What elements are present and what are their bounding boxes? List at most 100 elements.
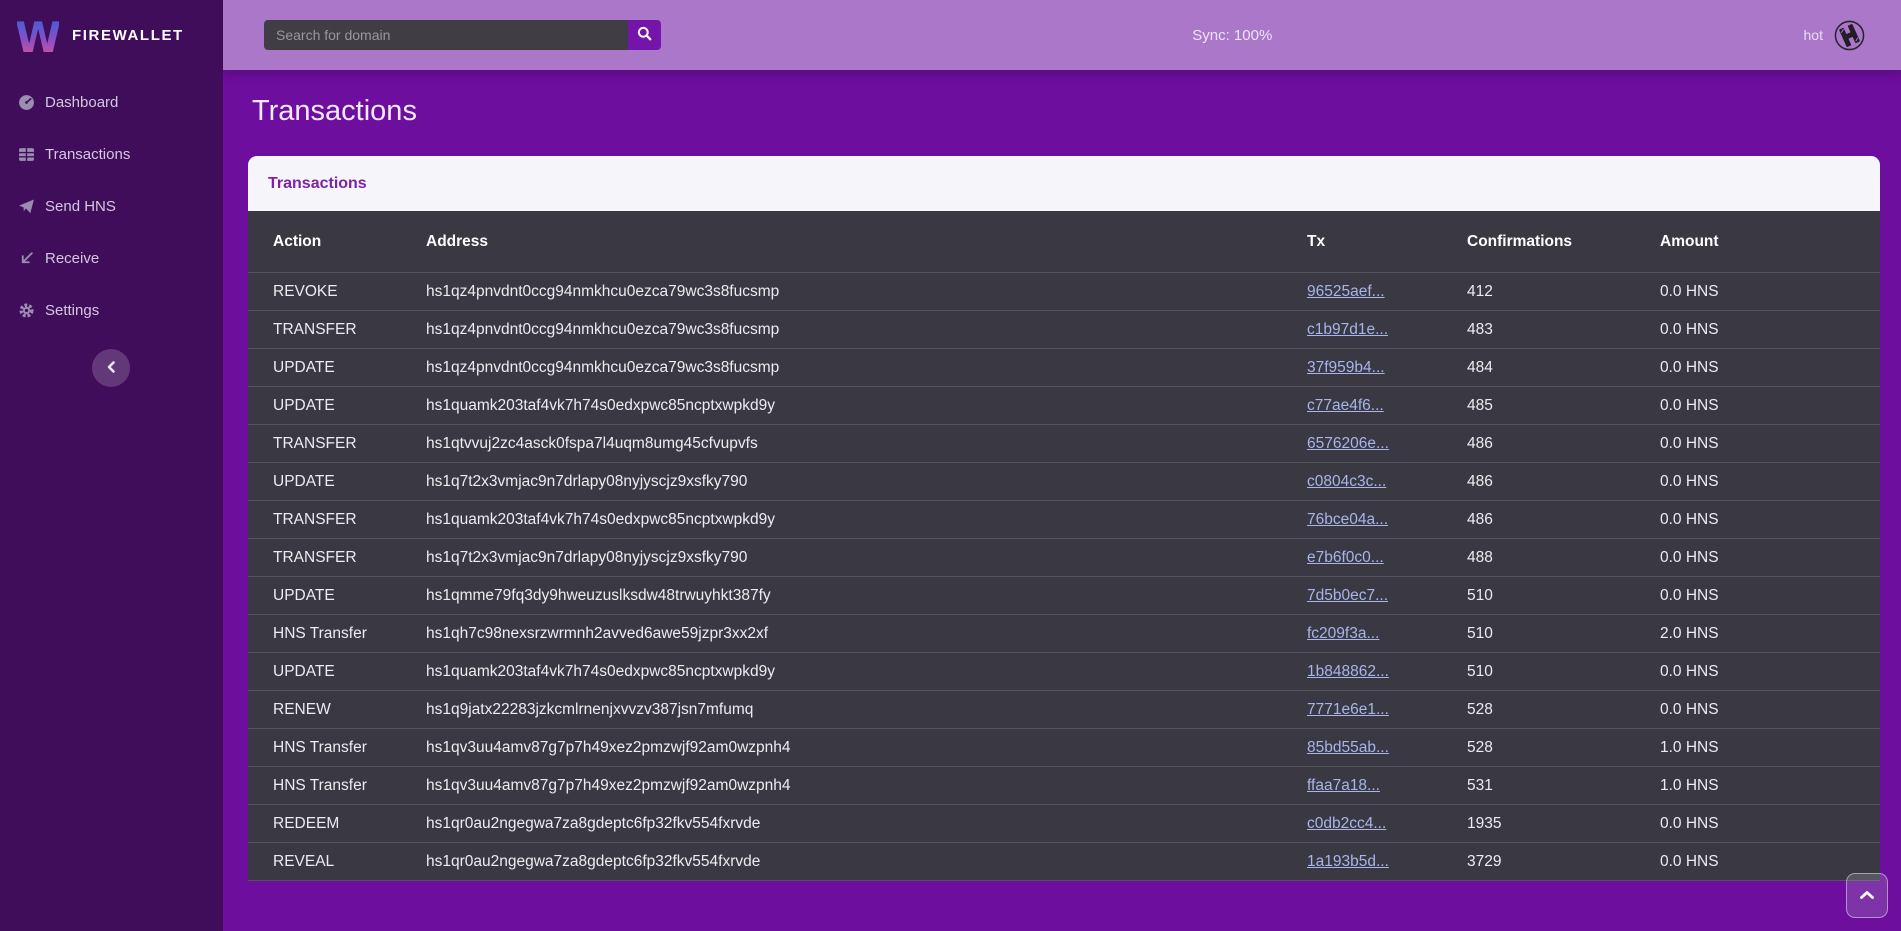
tx-link[interactable]: 6576206e... xyxy=(1307,435,1389,452)
confirmations-cell: 528 xyxy=(1467,728,1660,767)
action-cell: TRANSFER xyxy=(248,310,426,349)
table-header-row: Action Address Tx Confirmations Amount xyxy=(248,211,1880,273)
confirmations-cell: 3729 xyxy=(1467,842,1660,881)
sidebar-collapse-button[interactable] xyxy=(92,349,130,387)
search-input[interactable] xyxy=(264,20,628,50)
tx-cell: e7b6f0c0... xyxy=(1307,538,1467,577)
tx-link[interactable]: c77ae4f6... xyxy=(1307,397,1384,414)
tx-link[interactable]: 7771e6e1... xyxy=(1307,701,1389,718)
tx-link[interactable]: 1b848862... xyxy=(1307,663,1389,680)
tx-link[interactable]: c0804c3c... xyxy=(1307,473,1387,490)
sync-status: Sync: 100% xyxy=(1192,26,1273,44)
tx-cell: ffaa7a18... xyxy=(1307,766,1467,805)
table-row: TRANSFER hs1qz4pnvdnt0ccg94nmkhcu0ezca79… xyxy=(248,310,1880,349)
table-row: TRANSFER hs1quamk203taf4vk7h74s0edxpwc85… xyxy=(248,500,1880,539)
sidebar-item-transactions[interactable]: Transactions xyxy=(0,128,223,180)
tx-cell: c1b97d1e... xyxy=(1307,310,1467,349)
amount-cell: 0.0 HNS xyxy=(1660,310,1880,349)
confirmations-cell: 485 xyxy=(1467,386,1660,425)
amount-cell: 0.0 HNS xyxy=(1660,538,1880,577)
gear-icon xyxy=(18,302,35,319)
confirmations-cell: 510 xyxy=(1467,576,1660,615)
amount-cell: 0.0 HNS xyxy=(1660,348,1880,387)
amount-cell: 1.0 HNS xyxy=(1660,766,1880,805)
tx-link[interactable]: 76bce04a... xyxy=(1307,511,1389,528)
svg-text:W: W xyxy=(17,13,59,58)
action-cell: REVEAL xyxy=(248,842,426,881)
action-cell: UPDATE xyxy=(248,348,426,387)
address-cell: hs1quamk203taf4vk7h74s0edxpwc85ncptxwpkd… xyxy=(426,652,1307,691)
address-cell: hs1qr0au2ngegwa7za8gdeptc6fp32fkv554fxrv… xyxy=(426,804,1307,843)
amount-cell: 0.0 HNS xyxy=(1660,690,1880,729)
table-row: REVOKE hs1qz4pnvdnt0ccg94nmkhcu0ezca79wc… xyxy=(248,272,1880,311)
tx-link[interactable]: 85bd55ab... xyxy=(1307,739,1389,756)
amount-cell: 0.0 HNS xyxy=(1660,500,1880,539)
sidebar-item-label: Dashboard xyxy=(45,93,119,111)
card-title: Transactions xyxy=(268,174,367,192)
table-row: UPDATE hs1qmme79fq3dy9hweuzuslksdw48trwu… xyxy=(248,576,1880,615)
action-cell: RENEW xyxy=(248,690,426,729)
amount-cell: 0.0 HNS xyxy=(1660,576,1880,615)
action-cell: UPDATE xyxy=(248,576,426,615)
tx-link[interactable]: ffaa7a18... xyxy=(1307,777,1380,794)
search-group xyxy=(264,20,661,50)
action-cell: TRANSFER xyxy=(248,500,426,539)
table-row: UPDATE hs1quamk203taf4vk7h74s0edxpwc85nc… xyxy=(248,652,1880,691)
column-header-tx: Tx xyxy=(1307,211,1467,273)
address-cell: hs1q7t2x3vmjac9n7drlapy08nyjyscjz9xsfky7… xyxy=(426,462,1307,501)
wallet-group[interactable]: hot xyxy=(1804,20,1865,51)
table-row: TRANSFER hs1qtvvuj2zc4asck0fspa7l4uqm8um… xyxy=(248,424,1880,463)
tx-link[interactable]: fc209f3a... xyxy=(1307,625,1380,642)
address-cell: hs1quamk203taf4vk7h74s0edxpwc85ncptxwpkd… xyxy=(426,386,1307,425)
confirmations-cell: 486 xyxy=(1467,500,1660,539)
table-row: UPDATE hs1q7t2x3vmjac9n7drlapy08nyjyscjz… xyxy=(248,462,1880,501)
action-cell: HNS Transfer xyxy=(248,614,426,653)
amount-cell: 0.0 HNS xyxy=(1660,804,1880,843)
tx-cell: 37f959b4... xyxy=(1307,348,1467,387)
confirmations-cell: 486 xyxy=(1467,462,1660,501)
tx-cell: 76bce04a... xyxy=(1307,500,1467,539)
tx-link[interactable]: c1b97d1e... xyxy=(1307,321,1389,338)
sidebar-item-label: Receive xyxy=(45,249,100,267)
sidebar-item-send-hns[interactable]: Send HNS xyxy=(0,180,223,232)
action-cell: TRANSFER xyxy=(248,538,426,577)
sidebar-item-dashboard[interactable]: Dashboard xyxy=(0,76,223,128)
tx-cell: fc209f3a... xyxy=(1307,614,1467,653)
amount-cell: 0.0 HNS xyxy=(1660,424,1880,463)
search-button[interactable] xyxy=(628,20,661,50)
brand-name: FIREWALLET xyxy=(72,26,184,44)
main-content: Transactions Transactions Action Address… xyxy=(223,70,1901,931)
sidebar-item-settings[interactable]: Settings xyxy=(0,284,223,336)
chevron-up-icon xyxy=(1859,888,1875,903)
tx-link[interactable]: 96525aef... xyxy=(1307,283,1385,300)
amount-cell: 0.0 HNS xyxy=(1660,272,1880,311)
amount-cell: 0.0 HNS xyxy=(1660,462,1880,501)
table-row: TRANSFER hs1q7t2x3vmjac9n7drlapy08nyjysc… xyxy=(248,538,1880,577)
confirmations-cell: 531 xyxy=(1467,766,1660,805)
scroll-to-top-button[interactable] xyxy=(1846,873,1888,918)
action-cell: REVOKE xyxy=(248,272,426,311)
transactions-card: Transactions Action Address Tx Confirmat… xyxy=(248,156,1880,881)
address-cell: hs1qmme79fq3dy9hweuzuslksdw48trwuyhkt387… xyxy=(426,576,1307,615)
send-plane-icon xyxy=(18,198,35,215)
address-cell: hs1quamk203taf4vk7h74s0edxpwc85ncptxwpkd… xyxy=(426,500,1307,539)
address-cell: hs1qz4pnvdnt0ccg94nmkhcu0ezca79wc3s8fucs… xyxy=(426,310,1307,349)
tx-link[interactable]: c0db2cc4... xyxy=(1307,815,1387,832)
tx-cell: 1a193b5d... xyxy=(1307,842,1467,881)
table-row: HNS Transfer hs1qv3uu4amv87g7p7h49xez2pm… xyxy=(248,766,1880,805)
tx-link[interactable]: 1a193b5d... xyxy=(1307,853,1389,870)
action-cell: UPDATE xyxy=(248,652,426,691)
table-row: HNS Transfer hs1qv3uu4amv87g7p7h49xez2pm… xyxy=(248,728,1880,767)
transactions-table: Action Address Tx Confirmations Amount R… xyxy=(248,211,1880,881)
dashboard-gauge-icon xyxy=(18,94,35,111)
column-header-address: Address xyxy=(426,211,1307,273)
column-header-action: Action xyxy=(248,211,426,273)
handshake-logo-icon[interactable] xyxy=(1834,20,1865,51)
tx-link[interactable]: e7b6f0c0... xyxy=(1307,549,1384,566)
tx-link[interactable]: 7d5b0ec7... xyxy=(1307,587,1389,604)
address-cell: hs1qv3uu4amv87g7p7h49xez2pmzwjf92am0wzpn… xyxy=(426,766,1307,805)
card-header: Transactions xyxy=(248,156,1880,211)
sidebar-item-receive[interactable]: Receive xyxy=(0,232,223,284)
sidebar-nav: Dashboard Transactions Send HNS xyxy=(0,70,223,336)
tx-link[interactable]: 37f959b4... xyxy=(1307,359,1385,376)
